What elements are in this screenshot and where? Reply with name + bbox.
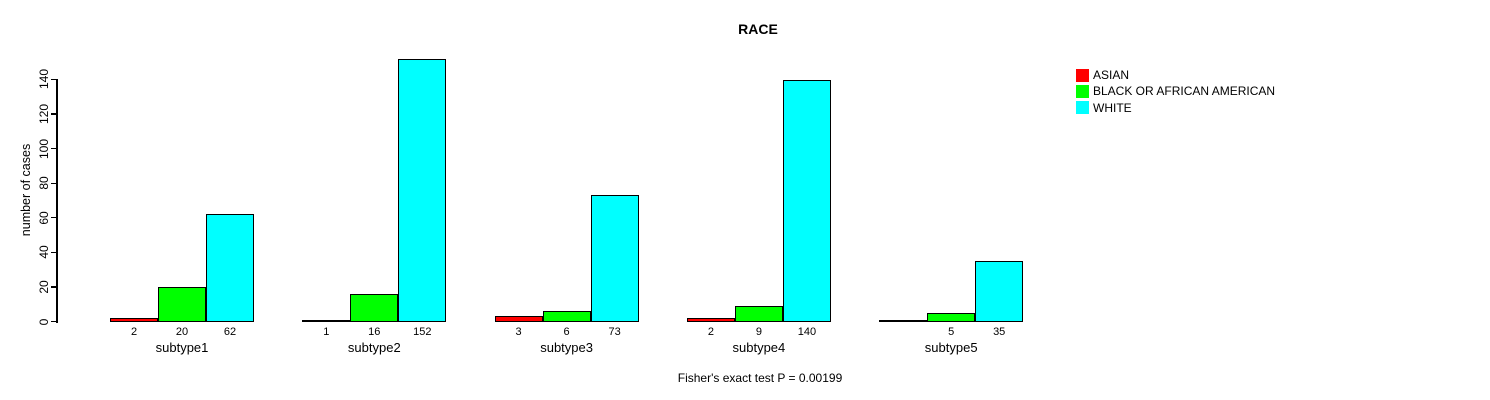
y-axis-line <box>56 79 58 323</box>
bar-subtype4-white <box>782 79 831 322</box>
y-axis-tick <box>51 147 57 150</box>
category-label-subtype1: subtype1 <box>155 340 209 355</box>
bar-value-label: 6 <box>563 326 570 338</box>
legend-item-asian: ASIAN <box>1076 67 1275 83</box>
legend-swatch-white <box>1076 101 1089 115</box>
bar-subtype5-asian <box>879 319 928 322</box>
legend-label: WHITE <box>1093 100 1132 115</box>
bar-value-label: 35 <box>993 326 1006 338</box>
category-label-subtype2: subtype2 <box>347 340 401 355</box>
bar-subtype2-asian <box>302 319 351 322</box>
y-axis-tick-label: 80 <box>37 176 51 190</box>
bar-subtype4-black-or-african-american <box>734 305 783 322</box>
y-axis-tick <box>51 251 57 254</box>
y-axis-tick <box>51 320 57 323</box>
legend-label: ASIAN <box>1093 68 1130 83</box>
bar-subtype1-black-or-african-american <box>158 286 206 322</box>
y-axis-tick <box>51 182 57 184</box>
bar-value-label: 140 <box>797 326 817 338</box>
y-axis-tick-label: 60 <box>37 211 51 225</box>
y-axis-tick-label: 20 <box>37 280 51 294</box>
bar-value-label: 2 <box>707 326 714 338</box>
legend-swatch-black-or-african-american <box>1076 84 1089 98</box>
bar-value-label: 3 <box>515 326 522 338</box>
bar-subtype3-asian <box>494 316 543 322</box>
bar-subtype1-white <box>206 214 254 322</box>
chart-title: RACE <box>738 21 778 37</box>
y-axis-tick <box>51 286 57 288</box>
bar-value-label: 16 <box>368 326 381 338</box>
category-label-subtype3: subtype3 <box>540 340 593 355</box>
bar-subtype5-white <box>975 261 1024 322</box>
bar-subtype4-asian <box>686 318 735 322</box>
legend: ASIAN BLACK OR AFRICAN AMERICAN WHITE <box>1076 67 1275 116</box>
bar-subtype1-asian <box>110 318 158 322</box>
bar-subtype2-white <box>398 58 447 322</box>
y-axis-tick-label: 120 <box>37 104 51 125</box>
y-axis-tick <box>51 78 57 81</box>
bar-subtype3-white <box>590 195 639 322</box>
y-axis-tick-label: 100 <box>37 138 51 159</box>
footer-note: Fisher's exact test P = 0.00199 <box>677 371 843 385</box>
bar-value-label: 1 <box>323 326 330 338</box>
legend-swatch-asian <box>1076 68 1089 82</box>
bar-subtype5-black-or-african-american <box>927 312 976 322</box>
legend-item-white: WHITE <box>1076 100 1275 116</box>
y-axis-tick <box>51 217 57 219</box>
category-label-subtype4: subtype4 <box>732 340 786 355</box>
bar-value-label: 20 <box>175 326 189 338</box>
y-axis-tick <box>51 113 57 115</box>
legend-item-black-or-african-american: BLACK OR AFRICAN AMERICAN <box>1076 83 1275 99</box>
bar-subtype3-black-or-african-american <box>542 311 591 322</box>
category-label-subtype5: subtype5 <box>924 340 978 355</box>
bar-value-label: 152 <box>413 326 432 338</box>
bar-value-label: 5 <box>948 326 955 338</box>
bar-subtype2-black-or-african-american <box>350 293 399 322</box>
bar-value-label: 62 <box>223 326 237 338</box>
y-axis-tick-label: 140 <box>37 69 51 90</box>
y-axis-tick-label: 40 <box>37 245 51 260</box>
bar-value-label: 73 <box>608 326 621 338</box>
bar-value-label: 9 <box>755 326 762 338</box>
y-axis-tick-label: 0 <box>37 318 51 325</box>
legend-label: BLACK OR AFRICAN AMERICAN <box>1093 84 1276 99</box>
bar-value-label: 2 <box>130 326 138 338</box>
